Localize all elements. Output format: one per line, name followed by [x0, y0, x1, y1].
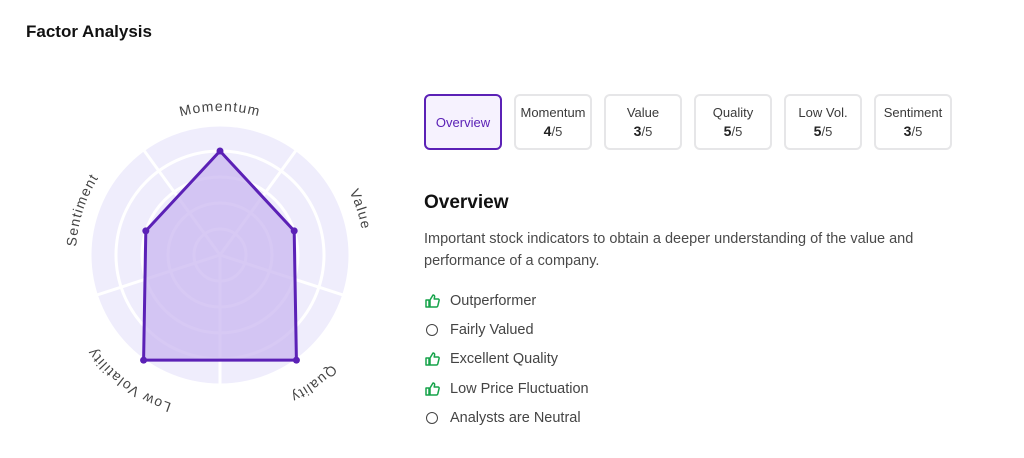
- tab-quality[interactable]: Quality 5/5: [694, 94, 772, 150]
- list-item: Fairly Valued: [424, 315, 589, 344]
- tab-score: 5/5: [723, 123, 743, 139]
- tab-label: Low Vol.: [798, 105, 848, 120]
- tab-sentiment[interactable]: Sentiment 3/5: [874, 94, 952, 150]
- circle-icon: [424, 410, 440, 426]
- item-text: Low Price Fluctuation: [450, 380, 589, 397]
- item-text: Fairly Valued: [450, 321, 534, 338]
- tab-label: Momentum: [520, 105, 586, 120]
- item-text: Excellent Quality: [450, 351, 558, 368]
- page-title: Factor Analysis: [26, 22, 152, 41]
- tab-label: Overview: [435, 114, 491, 130]
- list-item: Low Price Fluctuation: [424, 374, 589, 403]
- circle-icon: [424, 322, 440, 338]
- tab-score: 3/5: [633, 123, 653, 139]
- tab-score: 3/5: [903, 123, 923, 139]
- item-text: Analysts are Neutral: [450, 409, 581, 426]
- radar-point: [216, 147, 224, 155]
- radar-axis-label: Momentum: [178, 98, 263, 119]
- section-description: Important stock indicators to obtain a d…: [424, 231, 914, 269]
- thumbs-up-icon: [424, 381, 440, 397]
- thumbs-up-icon: [424, 351, 440, 367]
- tab-overview[interactable]: Overview: [424, 94, 502, 150]
- radar-point: [290, 227, 298, 235]
- item-text: Outperformer: [450, 292, 537, 309]
- tab-label: Sentiment: [883, 105, 943, 120]
- list-item: Analysts are Neutral: [424, 403, 589, 432]
- radar-point: [292, 356, 300, 364]
- tab-label: Value: [626, 105, 660, 120]
- list-item: Outperformer: [424, 286, 589, 315]
- tab-low-vol[interactable]: Low Vol. 5/5: [784, 94, 862, 150]
- radar-axis-label: Value: [347, 186, 375, 231]
- thumbs-up-icon: [424, 293, 440, 309]
- radar-point: [142, 227, 150, 235]
- factor-tabs: Overview Momentum 4/5 Value 3/5 Quality …: [424, 94, 952, 150]
- indicator-list: Outperformer Fairly Valued Excellent Qua…: [424, 286, 589, 432]
- radar-series-polygon: [142, 149, 298, 362]
- tab-label: Quality: [712, 105, 754, 120]
- tab-score: 4/5: [543, 123, 563, 139]
- list-item: Excellent Quality: [424, 345, 589, 374]
- tab-score: 5/5: [813, 123, 833, 139]
- radar-point: [140, 356, 148, 364]
- section-heading: Overview: [424, 192, 509, 213]
- radar-axis-label: Quality: [288, 362, 340, 406]
- tab-value[interactable]: Value 3/5: [604, 94, 682, 150]
- tab-momentum[interactable]: Momentum 4/5: [514, 94, 592, 150]
